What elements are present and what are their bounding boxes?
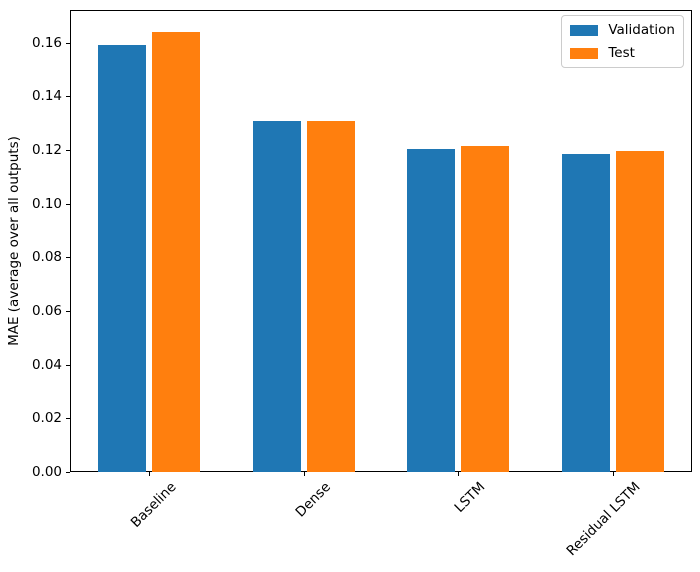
y-tick-label: 0.00	[31, 464, 62, 480]
y-tick	[66, 472, 70, 473]
x-tick	[613, 472, 615, 476]
x-tick-label-residual-lstm: Residual LSTM	[563, 479, 644, 560]
y-tick-label: 0.12	[31, 142, 62, 159]
x-tick-label-baseline: Baseline	[127, 479, 180, 531]
bar-validation-residual-lstm	[562, 154, 610, 472]
x-tick-label-lstm: LSTM	[451, 479, 489, 516]
legend-entry-test: Test	[570, 46, 675, 60]
y-tick-label: 0.10	[31, 195, 62, 212]
legend-swatch-test	[570, 47, 599, 59]
y-tick-label: 0.16	[31, 34, 62, 51]
legend: Validation Test	[561, 15, 684, 68]
y-tick-label: 0.06	[31, 303, 62, 320]
x-tick-label-dense: Dense	[292, 479, 334, 521]
y-tick	[66, 96, 70, 98]
bar-validation-lstm	[407, 148, 456, 472]
y-tick	[66, 150, 70, 152]
bar-validation-dense	[252, 120, 301, 472]
legend-swatch-validation	[570, 24, 599, 36]
y-tick	[66, 42, 70, 44]
bar-test-lstm	[461, 146, 510, 472]
x-tick	[148, 472, 150, 476]
y-tick-label: 0.02	[31, 410, 62, 427]
bar-test-baseline	[152, 32, 200, 472]
y-tick-label: 0.04	[31, 356, 62, 373]
y-tick-label: 0.14	[31, 88, 62, 105]
bar-test-residual-lstm	[616, 151, 665, 472]
bar-test-dense	[306, 120, 355, 472]
legend-label: Validation	[608, 22, 675, 38]
y-tick	[66, 364, 70, 366]
bar-validation-baseline	[97, 45, 146, 472]
y-tick	[66, 418, 70, 420]
legend-label: Test	[608, 45, 635, 61]
x-tick	[303, 472, 305, 476]
legend-entry-validation: Validation	[570, 23, 675, 37]
x-tick	[458, 472, 460, 476]
y-tick	[66, 257, 70, 259]
y-tick	[66, 311, 70, 313]
y-tick	[66, 203, 70, 205]
y-tick-label: 0.08	[31, 249, 62, 266]
